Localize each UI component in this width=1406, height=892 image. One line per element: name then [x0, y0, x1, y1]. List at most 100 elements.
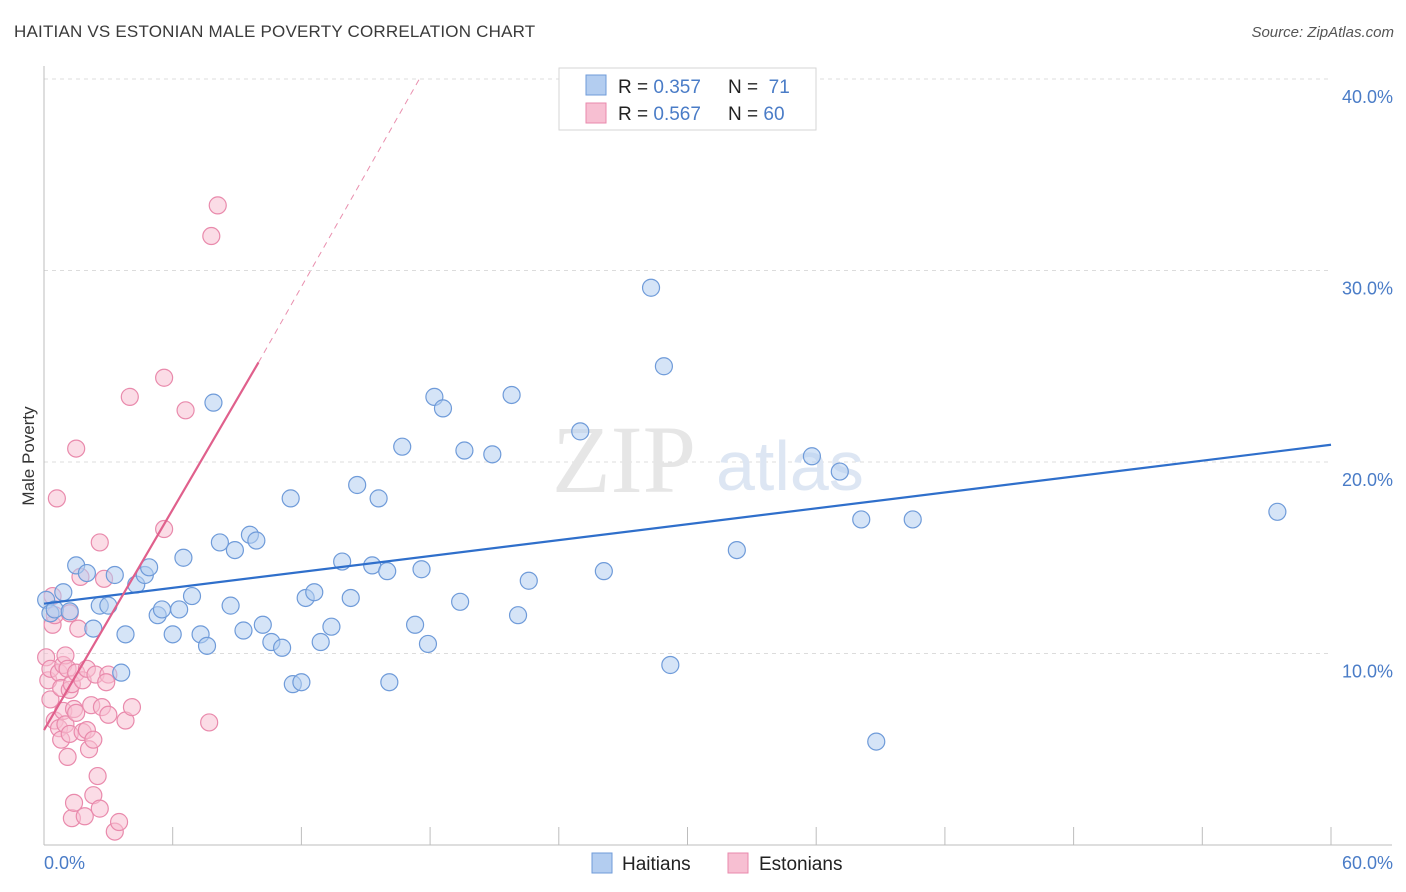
legend-row-haitians: R = 0.357 N = 71	[618, 77, 790, 98]
point-estonians-31	[75, 807, 94, 826]
point-haitians-48	[393, 437, 412, 456]
point-haitians-61	[594, 562, 613, 581]
point-estonians-17	[58, 747, 77, 767]
axes	[43, 66, 1392, 846]
trend-line-estonians-extended	[258, 78, 420, 363]
legend-n-label: N =	[728, 104, 763, 125]
legend-n-label: N =	[728, 77, 763, 98]
gridlines	[44, 78, 1331, 654]
point-haitians-68	[852, 510, 871, 529]
point-haitians-58	[508, 606, 528, 625]
point-haitians-70	[903, 510, 922, 529]
point-estonians-26	[67, 703, 86, 722]
point-haitians-15	[140, 558, 159, 577]
point-estonians-54	[208, 196, 227, 215]
chart-title: HAITIAN VS ESTONIAN MALE POVERTY CORRELA…	[14, 22, 536, 41]
point-estonians-44	[99, 705, 118, 724]
point-estonians-24	[67, 439, 86, 458]
legend-swatch-estonians	[585, 102, 607, 124]
point-estonians-53	[202, 226, 221, 246]
legend-series: Haitians Estonians	[591, 852, 842, 875]
point-haitians-39	[311, 632, 330, 652]
legend-r-label: R =	[618, 77, 653, 98]
point-haitians-56	[483, 445, 502, 464]
trend-line-estonians	[43, 361, 260, 731]
point-haitians-53	[433, 399, 453, 418]
point-haitians-36	[292, 673, 311, 692]
point-haitians-49	[405, 615, 425, 634]
point-haitians-54	[451, 592, 470, 611]
legend-n-value: 60	[763, 104, 784, 125]
point-haitians-67	[830, 462, 849, 481]
point-haitians-34	[281, 489, 300, 508]
legend-bottom-label-estonians: Estonians	[759, 854, 842, 875]
point-haitians-33	[272, 638, 292, 657]
point-estonians-39	[88, 766, 107, 786]
y-tick-label-3: 40.0%	[1342, 87, 1393, 107]
legend-r-label: R =	[618, 104, 653, 125]
point-haitians-47	[380, 673, 399, 692]
series-haitians-points	[37, 278, 1287, 751]
point-haitians-57	[502, 385, 521, 405]
y-tick-label-2: 30.0%	[1342, 279, 1393, 299]
point-haitians-55	[455, 441, 474, 460]
y-tick-label-1: 20.0%	[1342, 470, 1393, 490]
legend-bottom-swatch-estonians	[727, 852, 749, 874]
y-axis-label: Male Poverty	[19, 406, 38, 506]
source-attribution: Source: ZipAtlas.com	[1251, 24, 1394, 41]
point-haitians-19	[170, 600, 189, 619]
point-estonians-23	[64, 793, 84, 812]
point-estonians-52	[176, 401, 195, 420]
point-estonians-51	[155, 368, 174, 387]
legend-row-estonians: R = 0.567 N = 60	[618, 104, 785, 125]
point-haitians-45	[369, 489, 388, 508]
point-haitians-6	[77, 563, 97, 583]
point-estonians-56	[109, 812, 129, 832]
point-estonians-49	[122, 698, 142, 717]
point-haitians-11	[112, 663, 131, 682]
point-haitians-3	[54, 583, 73, 602]
legend-swatch-haitians	[585, 74, 607, 96]
point-haitians-30	[247, 531, 266, 550]
point-haitians-50	[412, 560, 431, 579]
point-haitians-10	[105, 565, 124, 585]
point-haitians-65	[727, 540, 746, 560]
point-haitians-26	[221, 596, 240, 615]
point-haitians-62	[641, 278, 661, 297]
point-estonians-58	[97, 673, 116, 692]
legend-bottom-swatch-haitians	[591, 852, 613, 874]
point-haitians-64	[661, 655, 680, 675]
point-haitians-12	[116, 625, 135, 644]
point-estonians-36	[84, 730, 103, 749]
point-estonians-55	[200, 713, 219, 732]
point-haitians-31	[253, 615, 272, 634]
point-haitians-46	[378, 562, 397, 581]
point-haitians-25	[210, 533, 229, 552]
point-haitians-23	[197, 636, 217, 655]
point-haitians-20	[174, 548, 193, 567]
point-estonians-41	[90, 533, 109, 552]
legend-r-value: 0.567	[653, 104, 701, 125]
legend-r-value: 0.357	[653, 77, 701, 98]
point-haitians-17	[152, 600, 172, 619]
trend-line-haitians	[43, 443, 1332, 605]
point-estonians-40	[90, 799, 109, 818]
point-haitians-40	[322, 617, 341, 636]
point-haitians-59	[519, 571, 538, 590]
legend-bottom-label-haitians: Haitians	[622, 854, 691, 875]
point-haitians-63	[654, 357, 674, 376]
legend-stats: R = 0.357 N = 71 R = 0.567 N = 60	[558, 67, 817, 131]
point-haitians-71	[1268, 502, 1287, 521]
point-haitians-24	[204, 393, 223, 412]
point-haitians-43	[348, 475, 367, 495]
point-haitians-60	[571, 422, 590, 441]
point-estonians-3	[41, 690, 60, 709]
point-haitians-38	[305, 583, 324, 602]
point-haitians-51	[418, 634, 438, 654]
point-haitians-4	[60, 602, 79, 621]
y-tick-label-0: 10.0%	[1342, 662, 1393, 682]
point-haitians-18	[163, 625, 182, 644]
watermark-zip: ZIP	[552, 406, 696, 513]
point-haitians-28	[234, 621, 253, 640]
